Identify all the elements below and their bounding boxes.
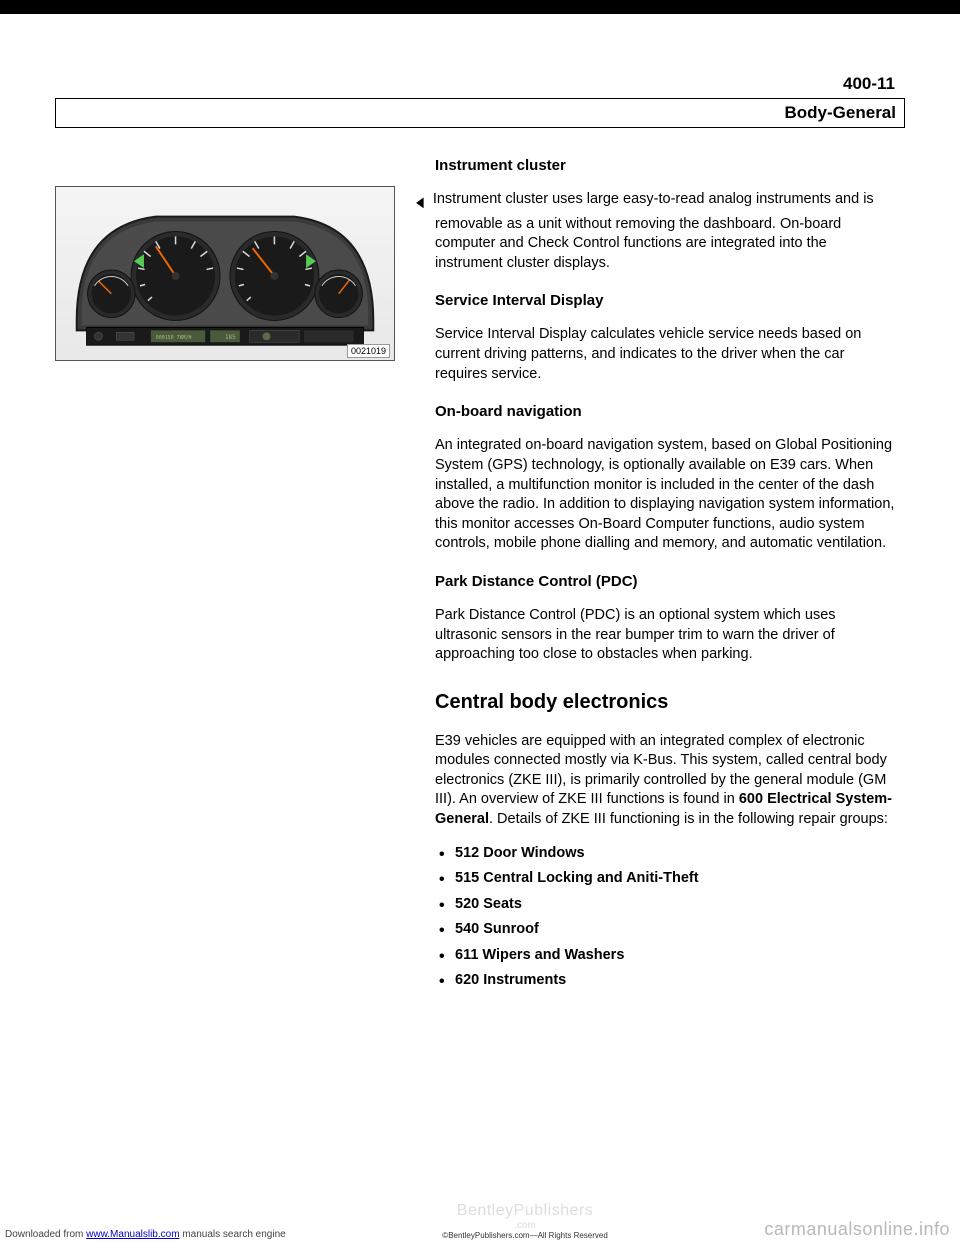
instrument-cluster-figure: 185 000150 7KM/H 0021019 bbox=[55, 186, 395, 361]
footer-left: Downloaded from www.Manualslib.com manua… bbox=[5, 1229, 286, 1240]
heading-pdc: Park Distance Control (PDC) bbox=[435, 572, 895, 592]
top-black-bar bbox=[0, 0, 960, 14]
arrow-icon: ◄ bbox=[414, 190, 426, 214]
footer-left-prefix: Downloaded from bbox=[5, 1229, 86, 1240]
list-item: 512 Door Windows bbox=[439, 844, 895, 864]
para-central-body: E39 vehicles are equipped with an integr… bbox=[435, 732, 895, 830]
heading-instrument-cluster: Instrument cluster bbox=[435, 156, 895, 176]
right-column: Instrument cluster ◄Instrument cluster u… bbox=[435, 156, 905, 997]
footer-publisher-sub: .com bbox=[286, 1220, 765, 1231]
footer-center: BentleyPublishers .com ©BentleyPublisher… bbox=[286, 1202, 765, 1240]
footer-publisher-logo: BentleyPublishers bbox=[286, 1202, 765, 1220]
heading-service-interval: Service Interval Display bbox=[435, 291, 895, 311]
svg-text:185: 185 bbox=[225, 334, 236, 341]
header-title: Body-General bbox=[64, 103, 896, 123]
footer-rights: ©BentleyPublishers.com—All Rights Reserv… bbox=[286, 1231, 765, 1240]
list-item: 611 Wipers and Washers bbox=[439, 946, 895, 966]
para-instrument-cluster: ◄Instrument cluster uses large easy-to-r… bbox=[435, 190, 895, 273]
para-central-body-suffix: . Details of ZKE III functioning is in t… bbox=[489, 811, 888, 827]
figure-id-label: 0021019 bbox=[347, 344, 390, 358]
list-item: 520 Seats bbox=[439, 895, 895, 915]
footer-manualslib-link[interactable]: www.Manualslib.com bbox=[86, 1229, 179, 1240]
cluster-illustration: 185 000150 7KM/H bbox=[56, 187, 394, 360]
page-footer: Downloaded from www.Manualslib.com manua… bbox=[0, 1202, 960, 1242]
header-box: Body-General bbox=[55, 98, 905, 128]
list-item: 620 Instruments bbox=[439, 971, 895, 991]
content-area: 185 000150 7KM/H 0021019 Instrument clus… bbox=[55, 156, 905, 997]
para-pdc: Park Distance Control (PDC) is an option… bbox=[435, 606, 895, 665]
list-item: 540 Sunroof bbox=[439, 920, 895, 940]
footer-left-suffix: manuals search engine bbox=[180, 1229, 286, 1240]
footer-watermark: carmanualsonline.info bbox=[764, 1219, 950, 1240]
page-content: 400-11 Body-General bbox=[0, 14, 960, 1017]
svg-text:000150 7KM/H: 000150 7KM/H bbox=[156, 335, 192, 341]
repair-groups-list: 512 Door Windows 515 Central Locking and… bbox=[435, 844, 895, 991]
para-instrument-cluster-text: Instrument cluster uses large easy-to-re… bbox=[433, 191, 874, 270]
list-item: 515 Central Locking and Aniti-Theft bbox=[439, 869, 895, 889]
heading-onboard-nav: On-board navigation bbox=[435, 402, 895, 422]
para-onboard-nav: An integrated on-board navigation system… bbox=[435, 436, 895, 553]
page-number: 400-11 bbox=[55, 74, 905, 94]
left-column: 185 000150 7KM/H 0021019 bbox=[55, 156, 410, 997]
para-service-interval: Service Interval Display calculates vehi… bbox=[435, 325, 895, 384]
heading-central-body: Central body electronics bbox=[435, 689, 895, 716]
